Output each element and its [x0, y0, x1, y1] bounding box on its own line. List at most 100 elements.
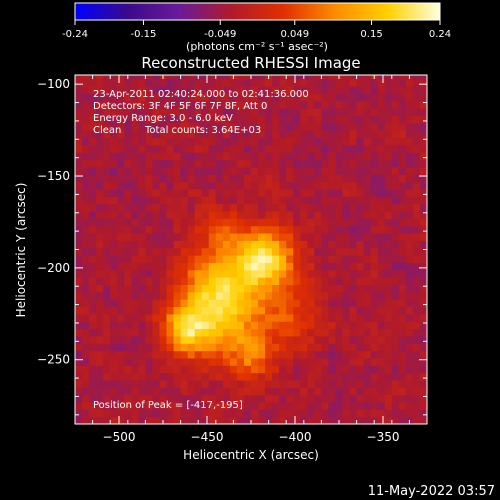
heatmap-cell: [152, 86, 161, 94]
heatmap-cell: [363, 115, 372, 124]
heatmap-cell: [335, 181, 344, 190]
heatmap-cell: [131, 379, 139, 388]
heatmap-cell: [159, 365, 168, 374]
heatmap-cell: [342, 306, 351, 315]
heatmap-cell: [166, 122, 175, 131]
heatmap-cell: [103, 93, 111, 102]
heatmap-cell: [201, 387, 210, 396]
heatmap-cell: [110, 174, 118, 183]
heatmap-cell: [349, 137, 358, 146]
heatmap-cell: [131, 401, 139, 410]
heatmap-cell: [166, 306, 175, 315]
heatmap-cell: [138, 401, 146, 410]
heatmap-cell: [82, 188, 90, 197]
heatmap-cell: [370, 152, 379, 161]
heatmap-cell: [75, 394, 83, 403]
heatmap-cell: [314, 277, 322, 285]
heatmap-cell: [314, 78, 322, 87]
heatmap-cell: [391, 166, 400, 175]
heatmap-cell: [370, 335, 379, 344]
heatmap-cell: [293, 379, 301, 388]
heatmap-cell: [391, 108, 400, 117]
heatmap-cell: [187, 394, 196, 403]
heatmap-cell: [215, 144, 224, 153]
heatmap-cell: [321, 174, 330, 183]
heatmap-cell: [201, 255, 210, 263]
heatmap-cell: [208, 166, 217, 175]
heatmap-cell: [173, 86, 182, 94]
heatmap-cell: [335, 144, 344, 153]
heatmap-cell: [356, 328, 365, 337]
heatmap-cell: [82, 218, 90, 227]
heatmap-cell: [293, 284, 301, 293]
heatmap-cell: [328, 210, 337, 219]
heatmap-cell: [384, 343, 393, 352]
heatmap-cell: [398, 277, 407, 285]
heatmap-cell: [75, 100, 83, 109]
heatmap-cell: [159, 232, 168, 241]
heatmap-cell: [215, 115, 224, 124]
heatmap-cell: [166, 262, 175, 271]
heatmap-cell: [412, 262, 421, 271]
heatmap-cell: [75, 372, 83, 381]
heatmap-cell: [159, 328, 168, 337]
heatmap-cell: [349, 115, 358, 124]
heatmap-cell: [124, 174, 132, 183]
heatmap-cell: [180, 137, 189, 146]
heatmap-cell: [293, 350, 301, 359]
heatmap-cell: [236, 159, 245, 168]
heatmap-cell: [335, 152, 344, 161]
heatmap-cell: [194, 284, 203, 293]
heatmap-cell: [300, 409, 308, 418]
heatmap-cell: [272, 401, 280, 410]
heatmap-cell: [173, 284, 182, 293]
heatmap-cell: [300, 122, 308, 131]
heatmap-cell: [342, 78, 351, 87]
heatmap-cell: [82, 115, 90, 124]
heatmap-cell: [159, 409, 168, 418]
heatmap-cell: [236, 416, 245, 424]
heatmap-cell: [180, 130, 189, 139]
heatmap-cell: [124, 108, 132, 117]
heatmap-cell: [286, 365, 294, 374]
heatmap-cell: [236, 225, 245, 234]
heatmap-cell: [321, 232, 330, 241]
heatmap-cell: [222, 299, 231, 308]
heatmap-cell: [265, 350, 273, 359]
heatmap-cell: [405, 122, 414, 131]
heatmap-cell: [180, 416, 189, 424]
heatmap-cell: [243, 379, 252, 388]
heatmap-cell: [398, 350, 407, 359]
heatmap-cell: [391, 174, 400, 183]
heatmap-cell: [384, 218, 393, 227]
heatmap-cell: [187, 210, 196, 219]
heatmap-cell: [194, 152, 203, 161]
heatmap-cell: [321, 75, 330, 80]
heatmap-cell: [377, 343, 386, 352]
heatmap-cell: [194, 299, 203, 308]
heatmap-cell: [159, 394, 168, 403]
heatmap-cell: [258, 343, 266, 352]
heatmap-cell: [356, 247, 365, 256]
heatmap-cell: [187, 284, 196, 293]
heatmap-cell: [201, 93, 210, 102]
heatmap-cell: [377, 86, 386, 94]
colorbar-tick-label: -0.15: [131, 29, 157, 40]
heatmap-cell: [314, 269, 322, 278]
heatmap-cell: [124, 277, 132, 285]
heatmap-cell: [166, 188, 175, 197]
heatmap-cell: [89, 357, 97, 366]
heatmap-cell: [377, 137, 386, 146]
heatmap-cell: [405, 152, 414, 161]
heatmap-cell: [201, 247, 210, 256]
heatmap-cell: [138, 350, 146, 359]
heatmap-cell: [286, 174, 294, 183]
heatmap-cell: [173, 181, 182, 190]
heatmap-cell: [236, 122, 245, 131]
heatmap-cell: [110, 299, 118, 308]
heatmap-cell: [307, 108, 315, 117]
colorbar-ticks: -0.24 -0.15 -0.049 0.049 0.15 0.24: [62, 20, 451, 40]
heatmap-cell: [265, 78, 273, 87]
heatmap-cell: [370, 130, 379, 139]
heatmap-cell: [243, 313, 252, 322]
